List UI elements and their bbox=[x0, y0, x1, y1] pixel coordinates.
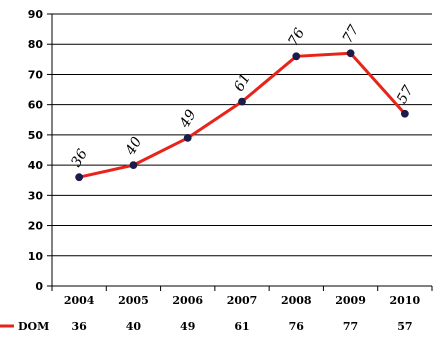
y-tick-label: 80 bbox=[28, 38, 44, 51]
data-label: 40 bbox=[122, 134, 145, 158]
data-label: 36 bbox=[68, 146, 91, 170]
y-tick-label: 90 bbox=[28, 8, 44, 21]
y-tick-label: 60 bbox=[28, 99, 44, 112]
x-tick-label: 2004 bbox=[64, 294, 95, 307]
y-axis-ticks: 0 10 20 30 40 50 60 70 80 90 bbox=[28, 8, 52, 293]
y-tick-label: 70 bbox=[28, 68, 44, 81]
series-line-dom bbox=[78, 51, 406, 179]
data-point bbox=[400, 109, 409, 118]
legend-label-dom: DOM bbox=[18, 320, 49, 333]
y-tick-label: 20 bbox=[28, 220, 44, 233]
table-cell: 36 bbox=[71, 320, 87, 333]
data-point bbox=[75, 173, 84, 182]
data-point bbox=[183, 134, 192, 142]
gridlines bbox=[52, 13, 432, 257]
data-table: DOM 36 40 49 61 76 77 57 bbox=[0, 320, 413, 333]
data-label: 61 bbox=[231, 71, 254, 94]
data-label: 57 bbox=[394, 83, 417, 107]
data-point bbox=[346, 49, 355, 58]
x-tick-label: 2006 bbox=[172, 294, 203, 307]
x-tick-label: 2007 bbox=[227, 294, 258, 307]
table-cell: 40 bbox=[126, 320, 142, 333]
axes bbox=[51, 14, 432, 287]
table-cell: 76 bbox=[289, 320, 305, 333]
table-cell: 57 bbox=[397, 320, 412, 333]
table-cell: 77 bbox=[343, 320, 358, 333]
data-label: 49 bbox=[176, 107, 199, 131]
x-tick-label: 2009 bbox=[335, 294, 366, 307]
table-cell: 49 bbox=[180, 320, 195, 333]
data-point bbox=[292, 52, 301, 61]
x-tick-label: 2010 bbox=[390, 294, 421, 307]
data-point bbox=[238, 97, 246, 106]
x-axis-ticks: 2004 2005 2006 2007 2008 2009 2010 bbox=[51, 286, 433, 307]
x-tick-label: 2008 bbox=[281, 294, 312, 307]
data-label: 77 bbox=[340, 23, 363, 47]
data-labels: 36 40 49 61 76 77 57 bbox=[68, 23, 417, 170]
series-dom bbox=[75, 49, 409, 182]
y-tick-label: 40 bbox=[28, 159, 44, 172]
x-tick-label: 2005 bbox=[118, 294, 149, 307]
y-tick-label: 30 bbox=[28, 189, 44, 202]
y-tick-label: 0 bbox=[35, 280, 43, 293]
data-point bbox=[129, 161, 138, 170]
data-label: 76 bbox=[285, 26, 308, 50]
y-tick-label: 10 bbox=[28, 250, 44, 263]
y-tick-label: 50 bbox=[28, 129, 44, 142]
table-cell: 61 bbox=[234, 320, 249, 333]
